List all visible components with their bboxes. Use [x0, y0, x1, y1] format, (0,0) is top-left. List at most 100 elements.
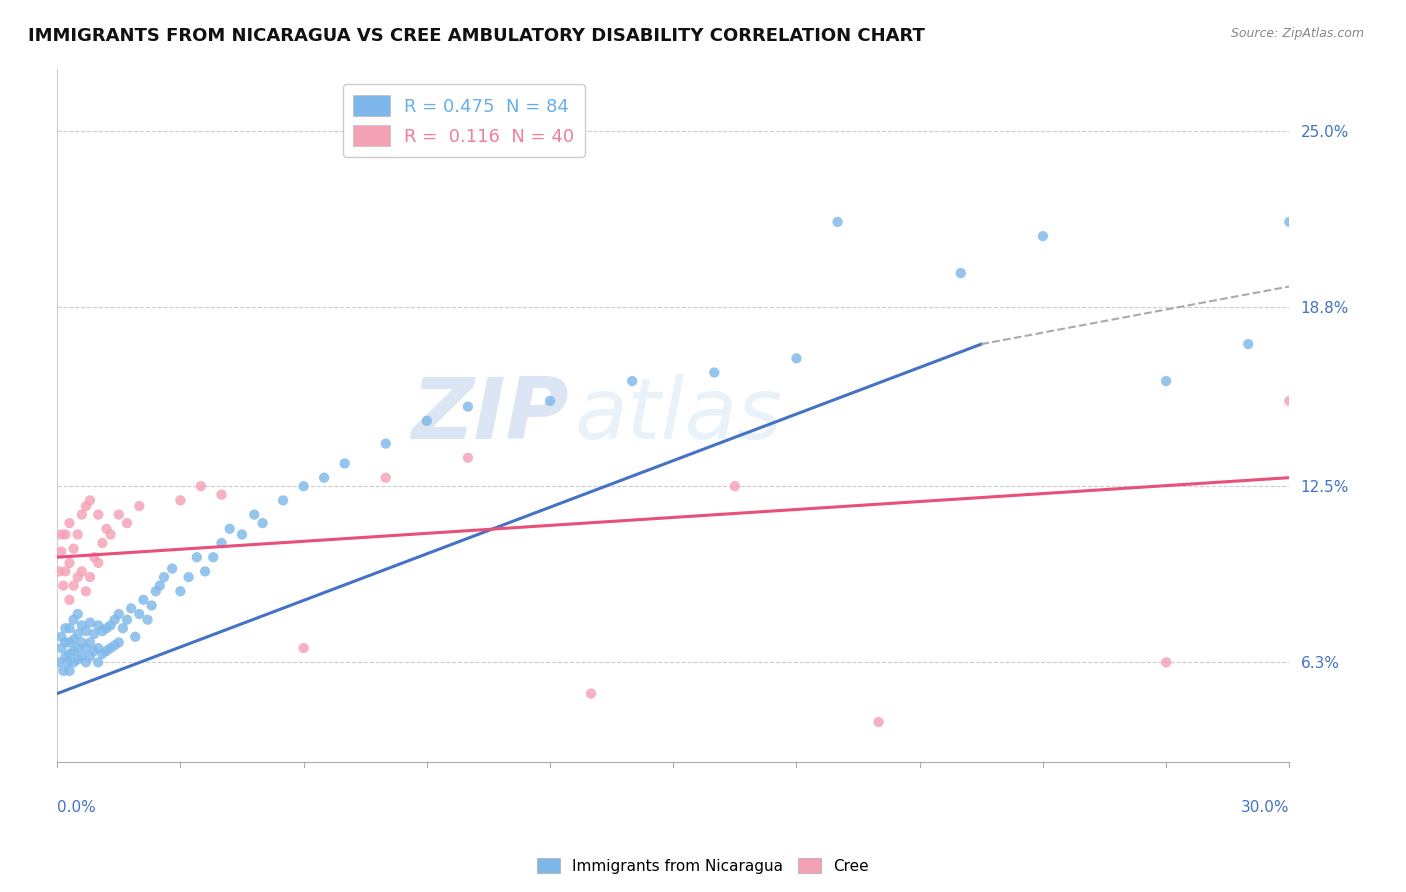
Point	[70, 565, 93, 579]
Point	[1154, 374, 1177, 388]
Point	[96, 644, 118, 658]
Point	[211, 536, 233, 550]
Point	[55, 621, 77, 635]
Point	[66, 607, 89, 621]
Point	[83, 644, 105, 658]
Text: 0.0%: 0.0%	[58, 800, 96, 815]
Point	[62, 613, 84, 627]
Point	[292, 479, 315, 493]
Point	[70, 635, 93, 649]
Point	[186, 550, 208, 565]
Point	[538, 393, 561, 408]
Point	[243, 508, 266, 522]
Point	[58, 664, 80, 678]
Point	[1319, 366, 1341, 380]
Point	[52, 664, 75, 678]
Point	[87, 508, 110, 522]
Point	[66, 527, 89, 541]
Point	[107, 607, 129, 621]
Point	[58, 635, 80, 649]
Point	[96, 522, 118, 536]
Point	[333, 457, 356, 471]
Point	[724, 479, 747, 493]
Point	[55, 565, 77, 579]
Point	[75, 656, 97, 670]
Point	[100, 641, 122, 656]
Text: atlas: atlas	[575, 374, 783, 457]
Point	[70, 649, 93, 664]
Point	[75, 584, 97, 599]
Point	[79, 493, 101, 508]
Point	[374, 470, 396, 484]
Point	[104, 638, 127, 652]
Point	[107, 508, 129, 522]
Point	[51, 641, 73, 656]
Point	[194, 565, 217, 579]
Point	[96, 621, 118, 635]
Point	[827, 215, 849, 229]
Point	[52, 579, 75, 593]
Point	[149, 579, 172, 593]
Point	[107, 635, 129, 649]
Text: ZIP: ZIP	[411, 374, 568, 457]
Point	[91, 624, 114, 638]
Point	[66, 641, 89, 656]
Point	[160, 561, 183, 575]
Point	[1278, 215, 1301, 229]
Point	[1278, 393, 1301, 408]
Point	[48, 656, 70, 670]
Point	[58, 516, 80, 530]
Point	[56, 656, 79, 670]
Point	[252, 516, 274, 530]
Point	[115, 613, 138, 627]
Legend: Immigrants from Nicaragua, Cree: Immigrants from Nicaragua, Cree	[531, 852, 875, 880]
Point	[292, 641, 315, 656]
Point	[141, 599, 163, 613]
Point	[169, 493, 191, 508]
Point	[120, 601, 142, 615]
Point	[58, 592, 80, 607]
Point	[218, 522, 240, 536]
Text: 30.0%: 30.0%	[1241, 800, 1289, 815]
Legend: R = 0.475  N = 84, R =  0.116  N = 40: R = 0.475 N = 84, R = 0.116 N = 40	[343, 85, 585, 157]
Point	[62, 656, 84, 670]
Point	[83, 627, 105, 641]
Point	[66, 652, 89, 666]
Point	[703, 366, 725, 380]
Point	[70, 618, 93, 632]
Point	[79, 570, 101, 584]
Point	[457, 450, 479, 465]
Point	[62, 632, 84, 647]
Point	[87, 641, 110, 656]
Point	[58, 556, 80, 570]
Point	[87, 618, 110, 632]
Point	[124, 630, 146, 644]
Point	[62, 541, 84, 556]
Text: Source: ZipAtlas.com: Source: ZipAtlas.com	[1230, 27, 1364, 40]
Point	[949, 266, 972, 280]
Point	[115, 516, 138, 530]
Point	[1154, 656, 1177, 670]
Point	[87, 656, 110, 670]
Point	[416, 414, 439, 428]
Point	[55, 527, 77, 541]
Point	[91, 536, 114, 550]
Point	[70, 508, 93, 522]
Point	[87, 556, 110, 570]
Point	[271, 493, 294, 508]
Point	[51, 527, 73, 541]
Point	[145, 584, 167, 599]
Point	[785, 351, 807, 366]
Point	[100, 527, 122, 541]
Point	[153, 570, 176, 584]
Point	[579, 687, 602, 701]
Point	[169, 584, 191, 599]
Point	[374, 436, 396, 450]
Point	[51, 630, 73, 644]
Point	[55, 649, 77, 664]
Point	[83, 550, 105, 565]
Point	[51, 544, 73, 558]
Point	[136, 613, 159, 627]
Point	[62, 579, 84, 593]
Point	[75, 641, 97, 656]
